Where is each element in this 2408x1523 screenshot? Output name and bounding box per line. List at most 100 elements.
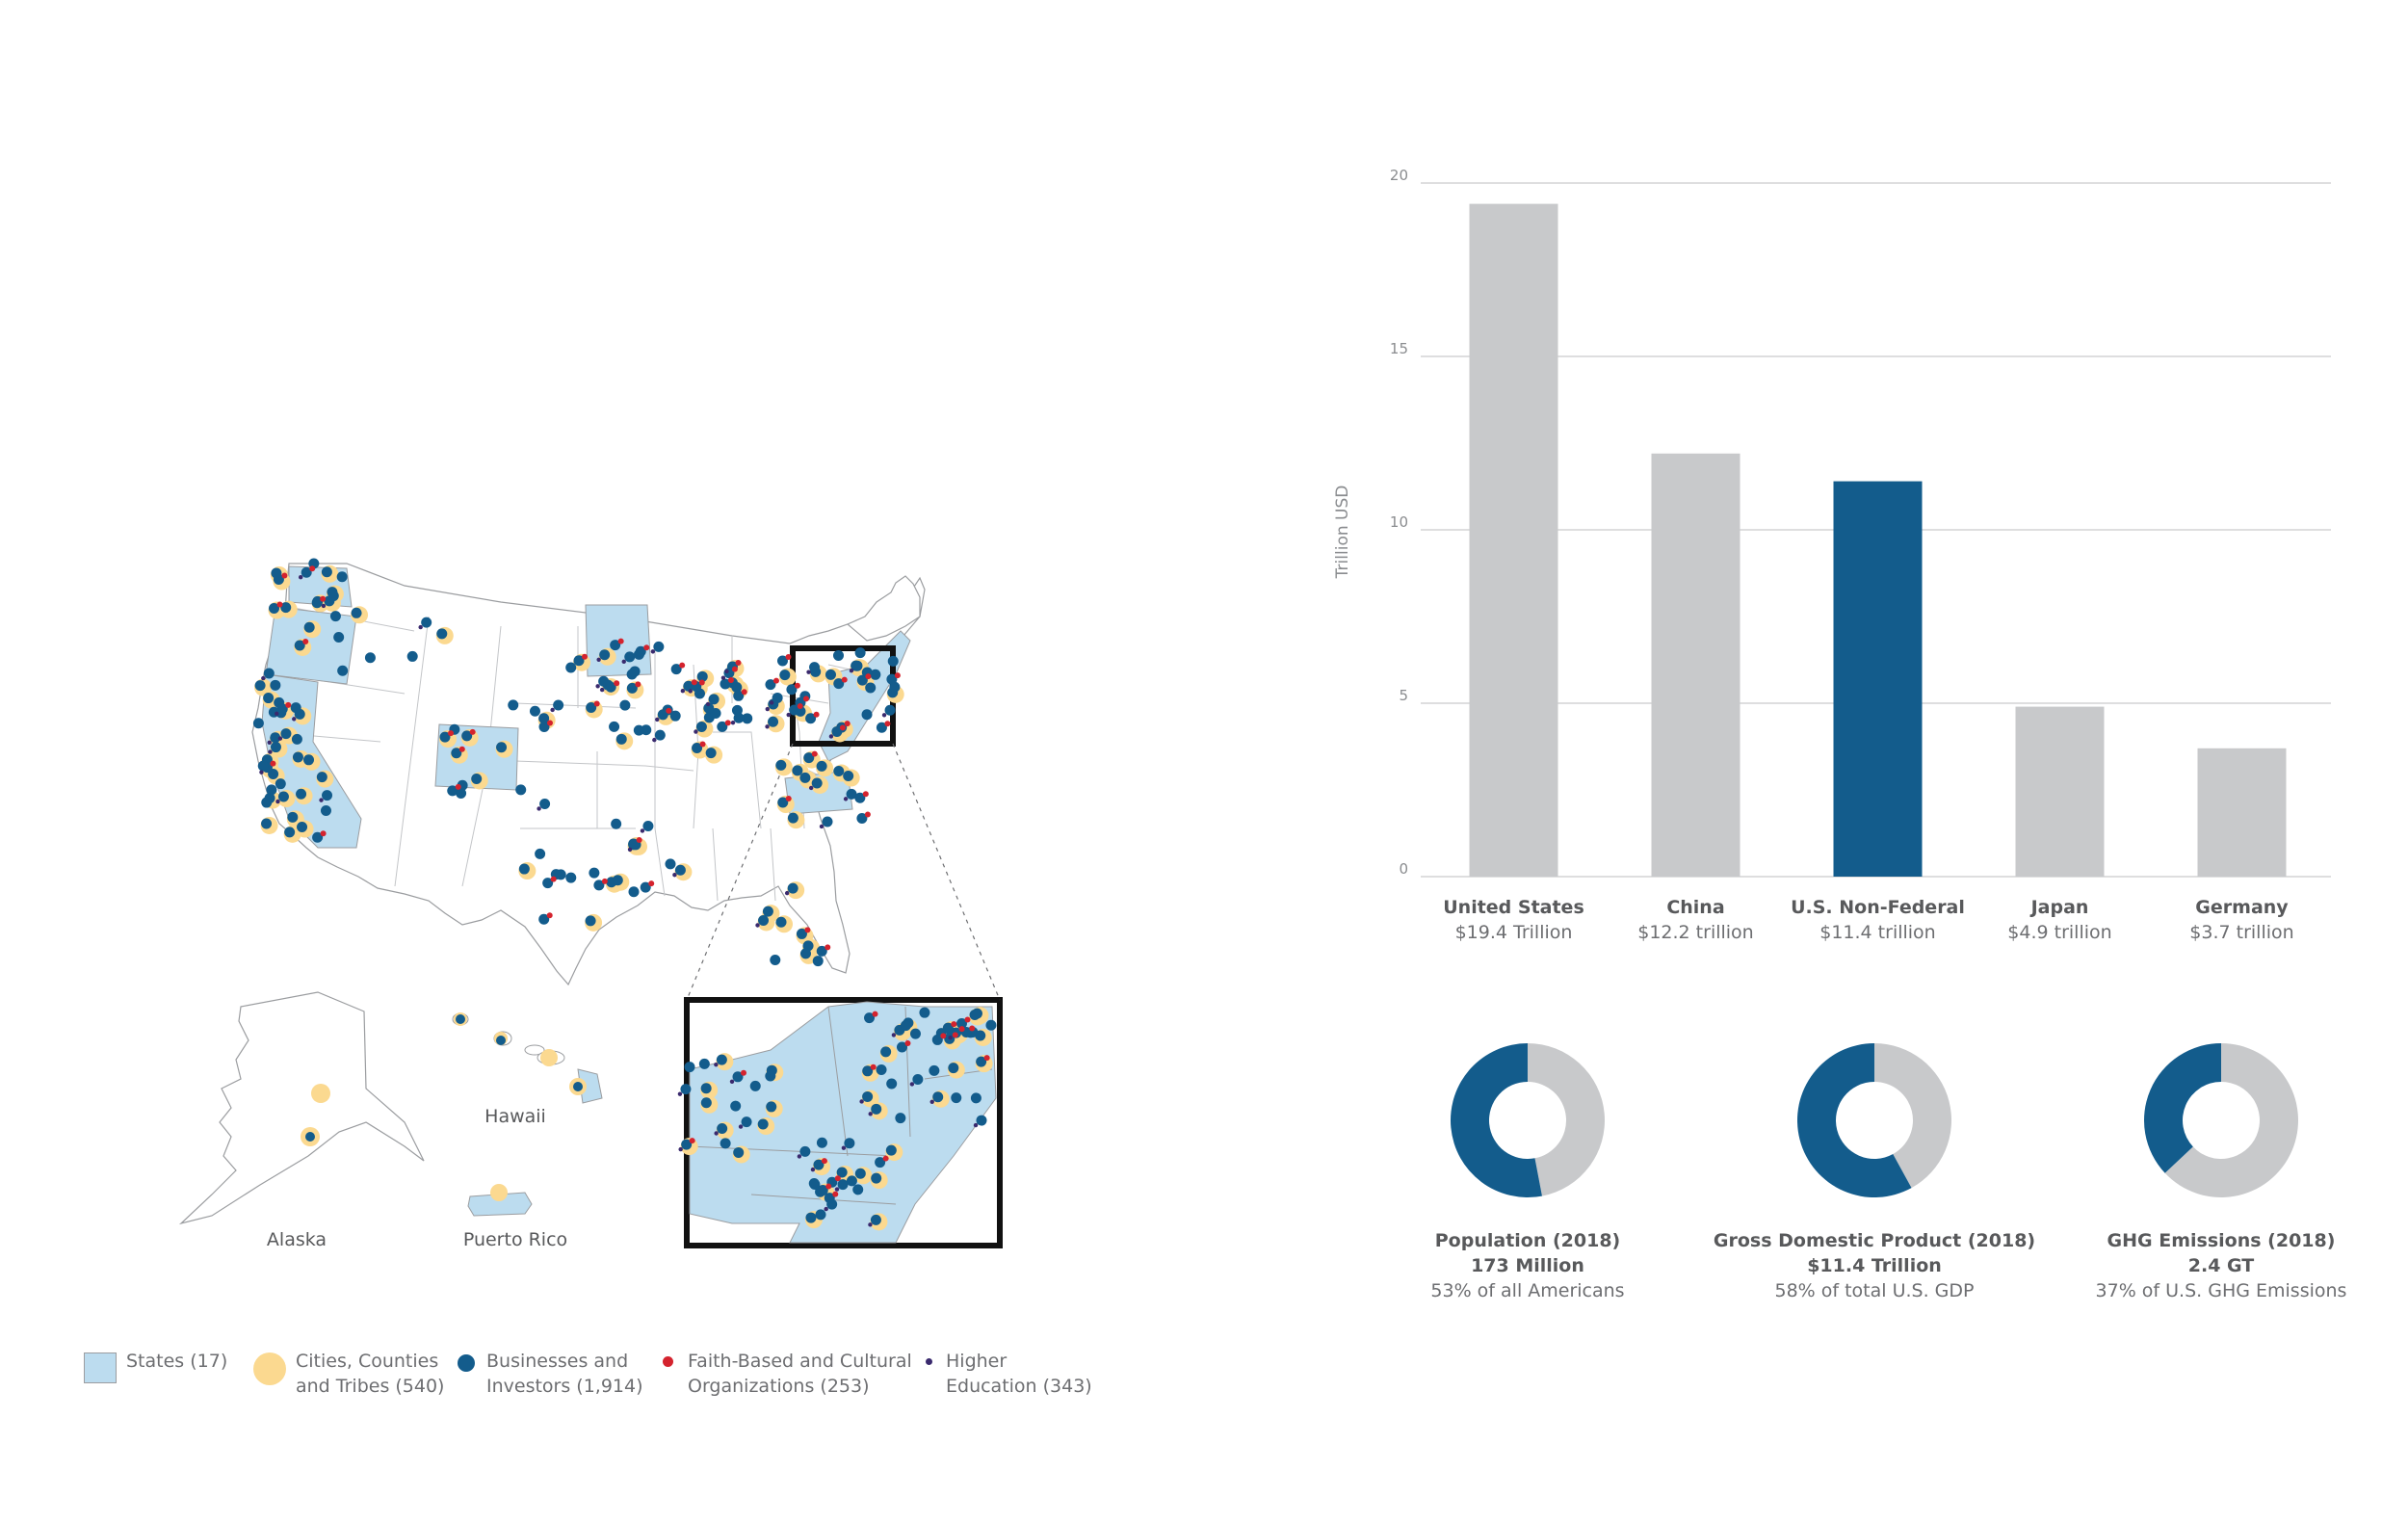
business-dot	[696, 670, 708, 682]
business-dot	[856, 813, 868, 825]
business-dot	[305, 1132, 315, 1142]
business-dot	[813, 1159, 824, 1170]
business-dot	[683, 680, 694, 692]
business-dot	[720, 1138, 731, 1149]
states-swatch	[84, 1352, 117, 1383]
business-dot	[792, 765, 803, 776]
higher-ed-dot	[824, 1206, 828, 1212]
business-dot	[768, 698, 779, 710]
faith-dot	[839, 724, 846, 731]
x-value-label: $19.4 Trillion	[1455, 922, 1573, 943]
business-dot	[508, 699, 519, 711]
higher-ed-dot	[677, 1091, 683, 1096]
business-dot	[337, 665, 349, 676]
business-dot	[742, 713, 753, 724]
y-tick-label: 0	[1399, 860, 1408, 878]
faith-dot	[617, 638, 624, 644]
business-dot	[833, 766, 845, 777]
faith-dot	[813, 711, 820, 718]
higher-ed-dot	[843, 797, 849, 801]
business-dot	[749, 1080, 761, 1091]
faith-dot	[276, 601, 283, 608]
faith-dot	[951, 1021, 957, 1028]
higher-ed-dot	[688, 689, 693, 694]
faith-dot	[958, 1026, 965, 1033]
higher-ed-dot	[929, 1099, 934, 1104]
business-dot	[887, 655, 899, 667]
business-dot	[277, 791, 289, 802]
business-dot	[303, 754, 315, 766]
faith-dot	[727, 677, 734, 684]
higher-ed-dot	[650, 649, 656, 654]
business-dot	[970, 1092, 982, 1104]
business-dot	[593, 880, 605, 891]
business-dot	[876, 722, 887, 733]
higher-ed-dot	[909, 1082, 915, 1087]
faith-dot	[601, 878, 608, 884]
business-dot	[708, 694, 720, 705]
business-dot	[602, 679, 614, 691]
faith-dot	[802, 696, 809, 702]
higher-ed-dot	[321, 603, 327, 609]
business-dot	[628, 886, 640, 898]
business-dot	[787, 812, 798, 824]
business-dot	[586, 701, 597, 713]
business-dot	[610, 640, 621, 651]
business-dot	[895, 1113, 906, 1124]
business-dot	[846, 1175, 857, 1187]
alaska-label: Alaska	[267, 1229, 327, 1250]
business-dot	[871, 1172, 882, 1184]
business-dot	[518, 863, 530, 875]
higher-ed-dot	[627, 847, 633, 853]
higher-ed-dots-layer	[259, 575, 979, 1227]
faith-dot	[281, 572, 288, 579]
business-dot	[301, 566, 312, 578]
business-dot	[553, 699, 564, 711]
business-dot	[812, 956, 824, 967]
higher-ed-dot	[640, 828, 645, 833]
faith-dot	[785, 796, 792, 802]
business-dot	[705, 748, 717, 759]
higher-ed-dot	[418, 624, 423, 630]
business-dot	[955, 1018, 967, 1030]
business-dot	[276, 703, 288, 715]
higher-ed-dot	[729, 1079, 735, 1085]
business-dot	[768, 716, 779, 727]
business-dot	[846, 788, 857, 800]
faith-dot	[841, 676, 848, 683]
business-dot	[909, 1028, 921, 1039]
business-dot	[263, 693, 275, 704]
higher-ed-dot	[319, 798, 324, 802]
bar-chart: 0 5 10 15 20 United States $19.4 Trillion Chin…	[1333, 167, 2331, 943]
faith-dot	[320, 595, 327, 602]
faith-dot	[825, 1183, 832, 1190]
business-dots-layer	[252, 558, 997, 1225]
business-dot	[775, 916, 787, 928]
business-dot	[447, 785, 458, 797]
puerto-rico-outline	[467, 1192, 533, 1217]
higher-ed-dot	[810, 1167, 816, 1172]
business-dot	[619, 699, 631, 711]
business-dot	[573, 1082, 583, 1091]
business-dot	[456, 1014, 465, 1024]
business-dot	[263, 668, 275, 679]
faith-dot	[894, 672, 901, 679]
faith-dot	[741, 1069, 747, 1076]
faith-dot	[582, 653, 589, 660]
business-dot	[880, 1046, 892, 1058]
faith-dot	[872, 1011, 878, 1017]
business-dot	[976, 1056, 987, 1067]
legend-states-label: States (17)	[126, 1351, 228, 1372]
donut-title: Population (2018)	[1435, 1230, 1620, 1251]
higher-ed-dot	[769, 700, 774, 705]
business-dot	[471, 773, 483, 784]
business-dot	[884, 704, 896, 716]
faith-dot	[724, 720, 731, 726]
business-dot	[496, 742, 508, 753]
bar-u-s-non-federal	[1833, 481, 1923, 877]
faith-dot	[811, 750, 818, 757]
business-dot	[733, 1146, 745, 1158]
business-dot	[875, 1157, 886, 1169]
x-value-label: $3.7 trillion	[2189, 922, 2293, 943]
business-dot	[436, 628, 448, 640]
